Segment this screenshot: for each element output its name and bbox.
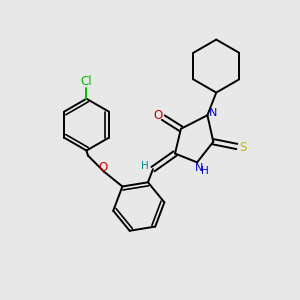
Text: N: N bbox=[208, 108, 217, 118]
Text: O: O bbox=[98, 161, 107, 174]
Text: O: O bbox=[153, 109, 163, 122]
Text: Cl: Cl bbox=[80, 75, 92, 88]
Text: H: H bbox=[202, 166, 209, 176]
Text: N: N bbox=[194, 163, 203, 173]
Text: S: S bbox=[240, 141, 247, 154]
Text: H: H bbox=[141, 160, 148, 171]
